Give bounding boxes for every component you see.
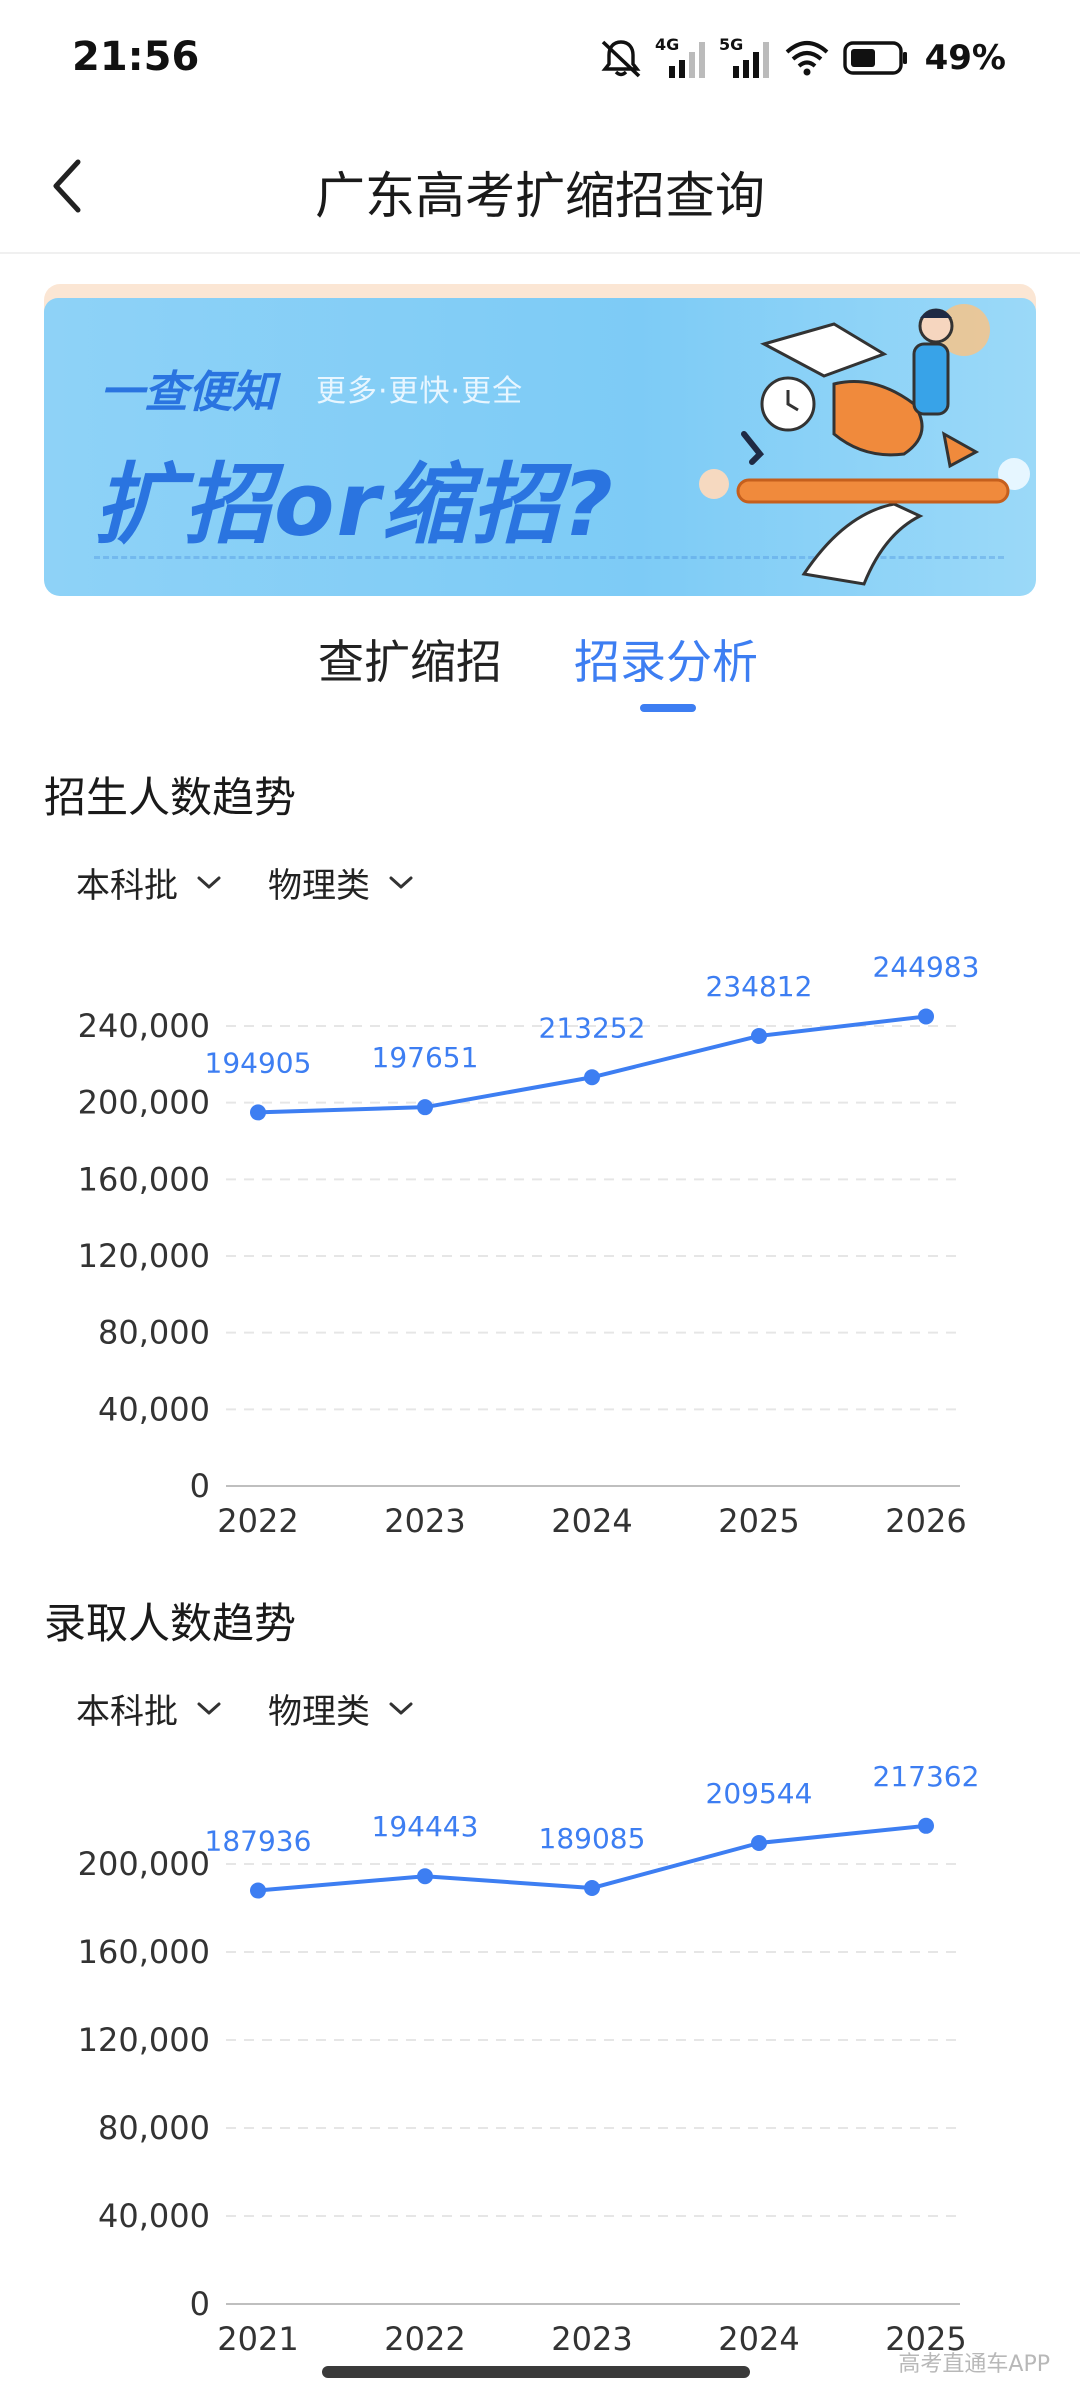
app-header: 广东高考扩缩招查询 <box>0 118 1080 254</box>
app-watermark: 高考直通车APP <box>898 2352 1050 2377</box>
x-tick-label: 2022 <box>384 2320 465 2358</box>
data-point[interactable] <box>751 1027 767 1044</box>
admit-section-title: 录取人数趋势 <box>44 1599 297 1648</box>
data-label: 189085 <box>539 1822 646 1855</box>
y-tick-label: 120,000 <box>78 2021 210 2059</box>
admit-subject-label: 物理类 <box>268 1692 370 1732</box>
chevron-down-icon <box>389 876 413 888</box>
chevron-down-icon <box>197 876 221 888</box>
data-label: 234812 <box>706 970 813 1003</box>
banner-illustration <box>699 304 1030 586</box>
enroll-batch-label: 本科批 <box>76 866 178 906</box>
status-bar: 21:56 4G 5G <box>0 0 1080 118</box>
admit-trend-chart: 0 40,000 80,000 120,000 160,000 200,000 187936… <box>0 1760 1080 2360</box>
y-tick-label: 0 <box>190 1467 210 1505</box>
banner-divider <box>94 556 1004 559</box>
x-tick-label: 2026 <box>885 1502 966 1540</box>
status-icons: 4G 5G <box>599 30 1006 86</box>
data-label: 194443 <box>372 1810 479 1843</box>
admit-batch-label: 本科批 <box>76 1692 178 1732</box>
data-label: 217362 <box>873 1760 980 1793</box>
data-point[interactable] <box>417 1868 433 1885</box>
y-tick-label: 80,000 <box>98 2109 210 2147</box>
data-label: 197651 <box>372 1041 479 1074</box>
admit-batch-dropdown[interactable]: 本科批 <box>76 1684 222 1733</box>
battery-percent: 49% <box>924 38 1006 78</box>
y-tick-label: 120,000 <box>78 1237 210 1275</box>
x-tick-label: 2023 <box>384 1502 465 1540</box>
data-point[interactable] <box>250 1104 266 1121</box>
mute-icon <box>599 38 643 78</box>
data-point[interactable] <box>584 1069 600 1086</box>
chevron-down-icon <box>389 1702 413 1714</box>
network-5g-label: 5G <box>719 36 743 54</box>
y-tick-label: 40,000 <box>98 2197 210 2235</box>
banner-headline: 扩招or缩招? <box>94 453 615 556</box>
y-tick-label: 240,000 <box>78 1007 210 1045</box>
banner-subtitle: 更多·更快·更全 <box>316 374 524 409</box>
tab-check-expansion[interactable]: 查扩缩招 <box>318 635 502 689</box>
enroll-filters: 本科批 物理类 <box>76 858 414 907</box>
chevron-down-icon <box>197 1702 221 1714</box>
y-tick-label: 40,000 <box>98 1390 210 1428</box>
enroll-subject-dropdown[interactable]: 物理类 <box>268 858 414 907</box>
data-point[interactable] <box>417 1099 433 1116</box>
x-tick-label: 2025 <box>885 2320 966 2358</box>
network-4g-label: 4G <box>655 36 679 54</box>
tab-bar: 查扩缩招 招录分析 <box>0 610 1080 720</box>
enroll-section-title: 招生人数趋势 <box>44 773 297 822</box>
promo-banner[interactable]: 一查便知 更多·更快·更全 扩招or缩招? <box>44 284 1036 596</box>
data-label: 187936 <box>205 1825 312 1858</box>
x-tick-label: 2025 <box>718 1502 799 1540</box>
enroll-trend-chart: 0 40,000 80,000 120,000 160,000 200,000 240,00… <box>0 920 1080 1560</box>
admit-subject-dropdown[interactable]: 物理类 <box>268 1684 414 1733</box>
enroll-trend-svg: 0 40,000 80,000 120,000 160,000 200,000 240,00… <box>78 950 980 1540</box>
y-tick-label: 160,000 <box>78 1160 210 1198</box>
battery-icon <box>842 40 909 76</box>
x-tick-label: 2024 <box>718 2320 799 2358</box>
y-tick-label: 160,000 <box>78 1933 210 1971</box>
data-point[interactable] <box>918 1008 934 1025</box>
signal-5g-icon: 5G <box>719 36 771 80</box>
y-tick-label: 80,000 <box>98 1314 210 1352</box>
back-button[interactable] <box>36 154 100 218</box>
enroll-subject-label: 物理类 <box>268 866 370 906</box>
page-title: 广东高考扩缩招查询 <box>315 167 765 225</box>
y-tick-label: 200,000 <box>78 1845 210 1883</box>
admit-filters: 本科批 物理类 <box>76 1684 414 1733</box>
tab-admission-analysis[interactable]: 招录分析 <box>574 635 758 689</box>
y-tick-label: 200,000 <box>78 1084 210 1122</box>
signal-4g-icon: 4G <box>655 36 707 80</box>
data-point[interactable] <box>918 1817 934 1834</box>
active-tab-indicator <box>640 704 696 712</box>
data-label: 209544 <box>706 1777 813 1810</box>
data-label: 244983 <box>873 950 980 983</box>
chevron-left-icon <box>53 159 81 213</box>
wifi-icon <box>783 38 831 78</box>
status-time: 21:56 <box>72 34 200 80</box>
admit-trend-svg: 0 40,000 80,000 120,000 160,000 200,000187936… <box>78 1760 980 2358</box>
data-point[interactable] <box>250 1882 266 1899</box>
enroll-batch-dropdown[interactable]: 本科批 <box>76 858 222 907</box>
data-point[interactable] <box>751 1835 767 1852</box>
x-tick-label: 2023 <box>551 2320 632 2358</box>
banner-slogan: 一查便知 <box>100 367 276 418</box>
home-indicator[interactable] <box>322 2366 750 2378</box>
data-point[interactable] <box>584 1880 600 1897</box>
x-tick-label: 2021 <box>217 2320 298 2358</box>
x-tick-label: 2022 <box>217 1502 298 1540</box>
data-label: 194905 <box>205 1046 312 1079</box>
x-tick-label: 2024 <box>551 1502 632 1540</box>
data-label: 213252 <box>539 1011 646 1044</box>
y-tick-label: 0 <box>190 2285 210 2323</box>
